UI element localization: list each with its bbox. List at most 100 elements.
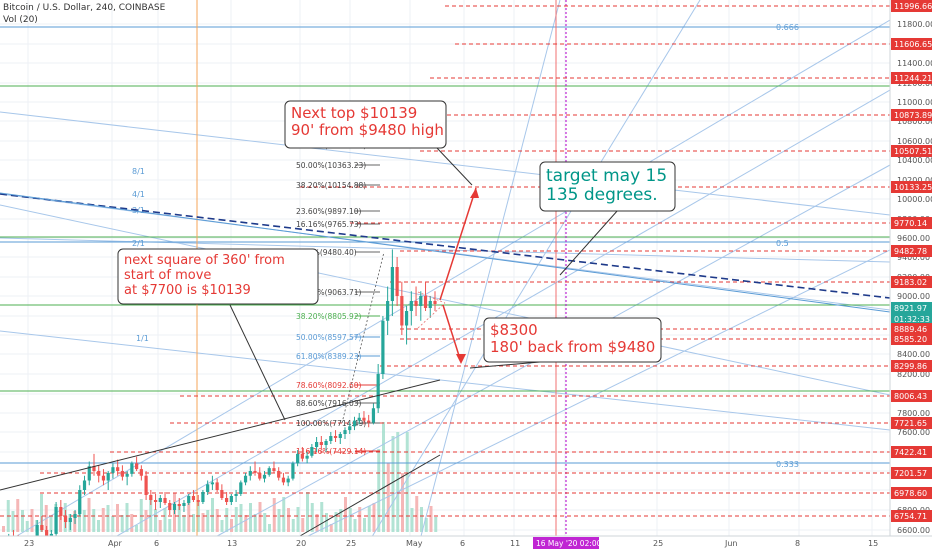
price-tick: 8200.00 xyxy=(897,370,930,379)
ratio-label: 0.5 xyxy=(776,239,789,248)
callout-1-pointer xyxy=(436,147,473,186)
candle-body-29 xyxy=(139,469,143,476)
price-label-box-4 xyxy=(891,145,932,157)
price-label-box-0 xyxy=(891,0,932,12)
volume-bar-69 xyxy=(329,524,333,532)
volume-bar-59 xyxy=(282,497,286,532)
price-level-label: 8006.43 xyxy=(894,392,927,401)
price-label-box-18 xyxy=(891,487,932,499)
price-tick: 9600.00 xyxy=(897,234,930,243)
volume-bar-10 xyxy=(49,516,53,532)
price-level-label: 9482.78 xyxy=(894,247,927,256)
candle-body-82 xyxy=(390,267,394,301)
volume-bar-23 xyxy=(111,516,115,532)
callout-3-pointer xyxy=(229,304,286,421)
price-label-box-13 xyxy=(891,360,932,372)
candle-body-44 xyxy=(210,482,214,485)
price-level-label: 10873.89 xyxy=(894,111,932,120)
callout-8300-text: 180' back from $9480 xyxy=(490,338,655,356)
candle-body-66 xyxy=(314,442,319,447)
candle-body-49 xyxy=(234,494,238,496)
volume-bar-83 xyxy=(396,432,400,532)
volume-bar-42 xyxy=(201,513,205,532)
volume-bar-72 xyxy=(344,497,347,532)
candle-body-46 xyxy=(220,490,224,498)
volume-bar-82 xyxy=(391,436,395,532)
volume-bar-88 xyxy=(420,507,423,532)
candle-body-38 xyxy=(182,503,186,506)
candle-body-74 xyxy=(352,420,357,427)
volume-bar-12 xyxy=(59,515,62,532)
price-label-box-6 xyxy=(891,217,932,229)
price-level-label: 9770.14 xyxy=(894,219,927,228)
volume-bar-41 xyxy=(196,502,200,532)
price-axis-bg xyxy=(890,0,932,550)
volume-bar-31 xyxy=(149,498,153,532)
gann-fan-line-5 xyxy=(9,19,891,541)
price-tick: 7600.00 xyxy=(897,428,930,437)
volume-bar-84 xyxy=(401,473,404,532)
candle-body-68 xyxy=(324,441,328,445)
candle-body-50 xyxy=(239,482,243,494)
candle-body-76 xyxy=(362,417,366,421)
price-level-label: 10507.51 xyxy=(894,147,932,156)
price-level-label: 8585.20 xyxy=(894,335,927,344)
price-label-box-1 xyxy=(891,38,932,50)
candle-body-67 xyxy=(319,442,323,445)
gann-label: 2/1 xyxy=(132,239,145,248)
callout-square-text: at $7700 is $10139 xyxy=(124,283,251,298)
volume-bar-86 xyxy=(410,508,414,532)
volume-bar-50 xyxy=(239,504,243,532)
price-label-box-12 xyxy=(891,333,932,345)
volume-bar-5 xyxy=(25,521,29,532)
candle-body-77 xyxy=(367,420,371,423)
volume-bar-21 xyxy=(101,508,105,532)
callout-2-pointer xyxy=(559,209,619,276)
fib-trend-line xyxy=(341,251,385,424)
candle-body-22 xyxy=(106,472,110,481)
volume-bar-43 xyxy=(206,510,210,532)
candle-body-60 xyxy=(286,478,290,483)
price-tick: 7800.00 xyxy=(897,409,930,418)
time-tick: 15 xyxy=(868,539,878,548)
price-label-box-7 xyxy=(891,245,932,257)
time-cursor-box xyxy=(533,537,599,549)
volume-label: Vol (20) xyxy=(3,15,38,25)
candle-body-16 xyxy=(78,490,82,514)
volume-bar-46 xyxy=(220,520,224,532)
fib-label: 50.00%(10363.23) xyxy=(296,161,366,170)
callout-square-text: next square of 360' from xyxy=(124,253,285,268)
gann-fan-line-0 xyxy=(0,111,891,216)
time-tick: 13 xyxy=(227,539,237,548)
volume-bar-45 xyxy=(215,509,219,532)
price-tick: 9400.00 xyxy=(897,253,930,262)
candle-body-52 xyxy=(248,471,252,476)
candle-body-18 xyxy=(87,466,91,481)
volume-bar-63 xyxy=(301,518,305,532)
volume-bar-44 xyxy=(211,498,214,532)
price-tick: 6600.00 xyxy=(897,526,930,535)
price-level-label: 11996.66 xyxy=(894,2,932,11)
volume-bar-34 xyxy=(163,508,167,532)
price-label-box-8 xyxy=(891,276,932,288)
gann-label: 1/1 xyxy=(136,334,149,343)
price-level-label: 7721.65 xyxy=(894,419,927,428)
candle-body-39 xyxy=(187,496,191,503)
candle-body-87 xyxy=(414,301,418,306)
gann-label: 4/1 xyxy=(132,190,145,199)
price-tick: 8400.00 xyxy=(897,350,930,359)
fib-label: 38.20%(8805.92) xyxy=(296,312,362,321)
callout-8300-box xyxy=(483,317,662,363)
price-level-label: 8889.46 xyxy=(894,325,927,334)
candle-body-73 xyxy=(348,426,352,431)
candle-body-28 xyxy=(135,463,139,470)
time-tick: Jun xyxy=(724,539,738,548)
volume-bar-54 xyxy=(258,502,262,532)
volume-bar-18 xyxy=(87,498,91,532)
gann-fan-line-6 xyxy=(109,89,891,541)
volume-bar-90 xyxy=(429,506,433,532)
arrow-up-head xyxy=(470,188,479,198)
price-level-label: 8921.97 xyxy=(894,304,927,313)
arrow-down-head xyxy=(456,354,466,364)
